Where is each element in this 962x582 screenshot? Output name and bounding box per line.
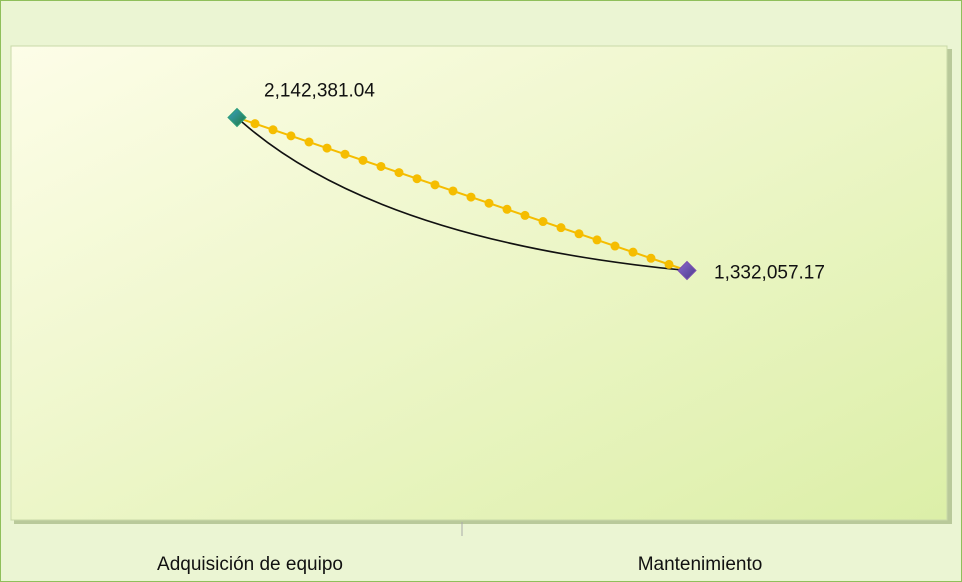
- line-dot: [376, 161, 386, 171]
- line-dot: [520, 210, 530, 220]
- line-dot: [610, 241, 620, 251]
- x-tick-label: Adquisición de equipo: [157, 554, 343, 575]
- x-tick-label: Mantenimiento: [638, 554, 763, 575]
- line-dot: [592, 235, 602, 245]
- data-label: 2,142,381.04: [264, 81, 375, 102]
- line-dot: [484, 198, 494, 208]
- line-dot: [358, 155, 368, 165]
- line-dot: [502, 204, 512, 214]
- line-dot: [664, 259, 674, 269]
- line-dot: [340, 149, 350, 159]
- data-label: 1,332,057.17: [714, 263, 825, 284]
- line-dot: [448, 186, 458, 196]
- line-dot: [268, 125, 278, 135]
- line-dot: [286, 131, 296, 141]
- marker: [677, 260, 697, 281]
- line-dot: [430, 180, 440, 190]
- line-dot: [250, 119, 260, 129]
- marker: [227, 107, 247, 128]
- line-dot: [304, 137, 314, 147]
- line-dot: [412, 174, 422, 184]
- trend-curve: [236, 116, 688, 272]
- line-dot: [574, 229, 584, 239]
- line-dot: [556, 223, 566, 233]
- line-dot: [646, 253, 656, 263]
- line-dot: [538, 217, 548, 227]
- line-dot: [394, 168, 404, 178]
- plot-area: [10, 45, 948, 521]
- line-dot: [628, 247, 638, 257]
- line-dot: [466, 192, 476, 202]
- line-dot: [322, 143, 332, 153]
